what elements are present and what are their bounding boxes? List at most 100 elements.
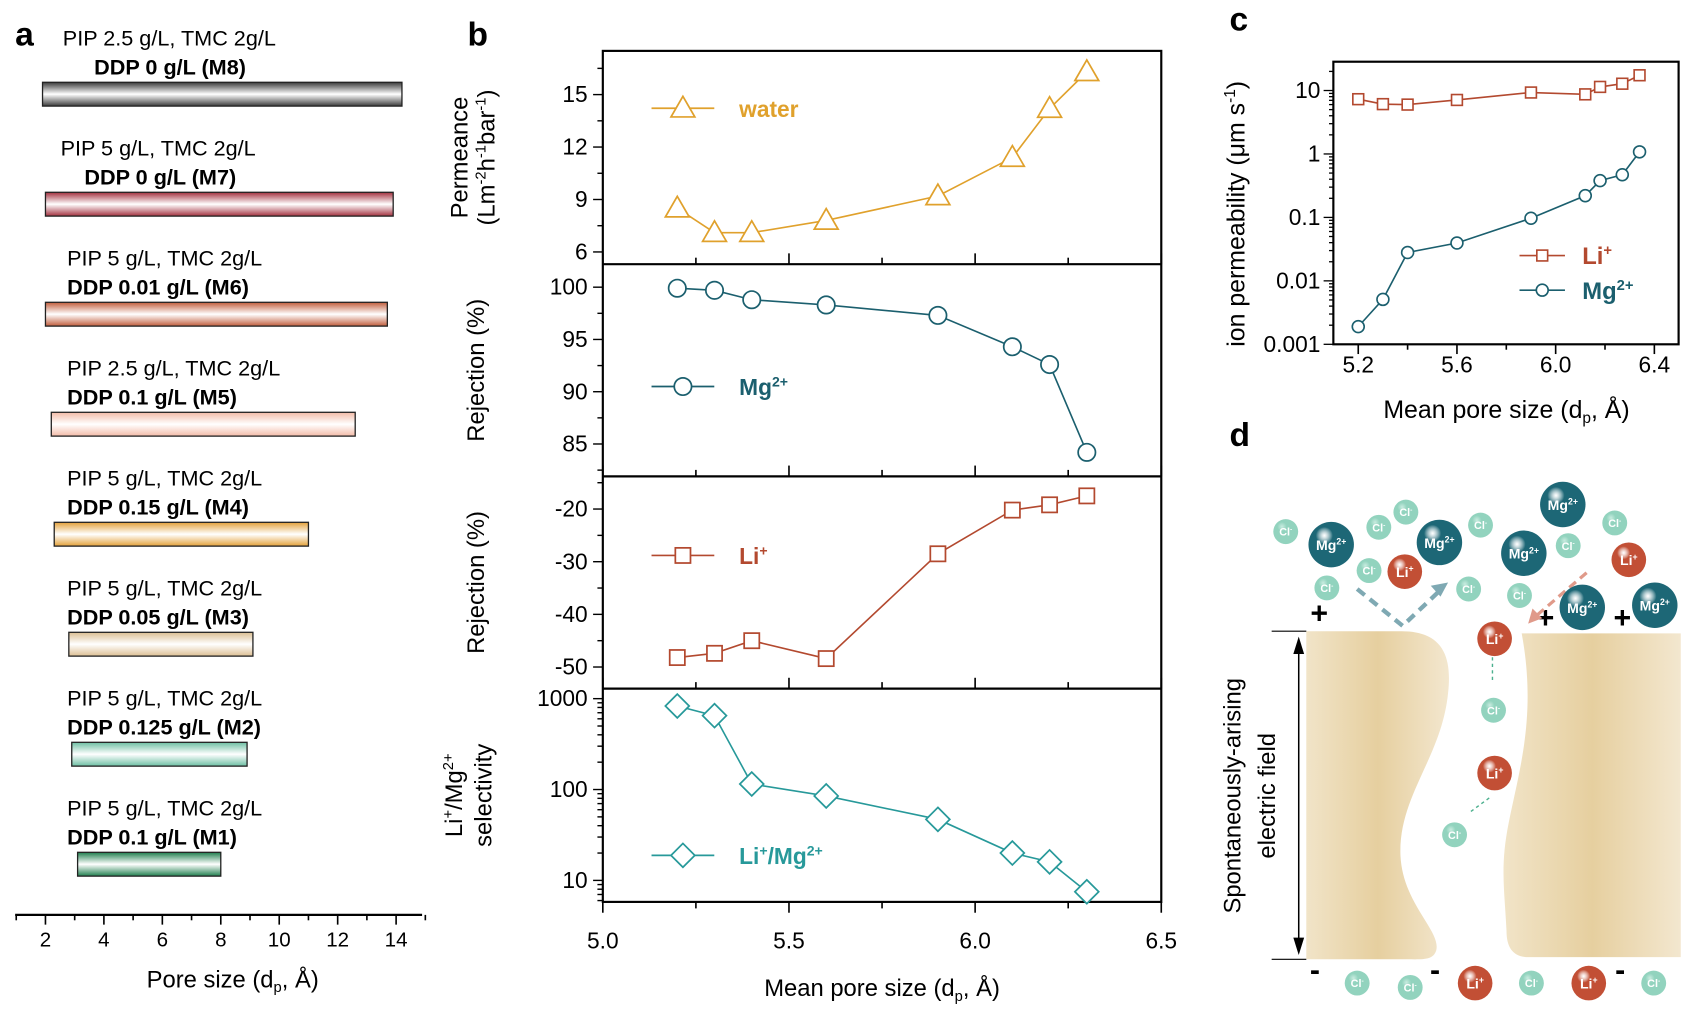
cl-ion-sphere <box>1393 499 1419 525</box>
cl-ion-label: Cl- <box>1372 522 1385 534</box>
data-point <box>704 280 725 300</box>
li-entry-dashed-arrow <box>1533 571 1588 619</box>
y-tick-label: 95 <box>562 326 587 352</box>
legend-label: Li+ <box>739 542 767 569</box>
data-point <box>1041 496 1059 514</box>
y-tick-label: 1000 <box>537 685 588 711</box>
cl-ion-sphere <box>1641 970 1667 996</box>
x-tick-label: 6.4 <box>1639 351 1671 377</box>
li-ion-label: Li+ <box>1620 552 1638 568</box>
mg-ion-label: Mg2+ <box>1424 534 1454 550</box>
mg-ion-label: Mg2+ <box>1509 545 1539 561</box>
cl-ion-sphere <box>1481 697 1506 723</box>
membrane-condition-label: PIP 5 g/L, TMC 2g/L <box>67 685 262 710</box>
membrane-ddp-label: DDP 0.01 g/L (M6) <box>67 275 249 300</box>
y-tick-label: 10 <box>562 867 587 893</box>
y-tick-label: -30 <box>555 548 588 574</box>
y-tick-label: 90 <box>562 378 587 404</box>
x-tick-label: 4 <box>98 928 109 951</box>
y-tick-label: 85 <box>562 431 587 457</box>
y-axis-title: ion permeability (μm s-1) <box>1222 81 1250 347</box>
data-point <box>1036 848 1063 875</box>
membrane-condition-label: PIP 2.5 g/L, TMC 2g/L <box>67 355 280 380</box>
cl-ion-label: Cl- <box>1404 982 1417 994</box>
x-tick-label: 5.5 <box>773 927 805 953</box>
y-tick-label: 12 <box>562 134 587 160</box>
membrane-condition-label: PIP 2.5 g/L, TMC 2g/L <box>63 25 276 50</box>
data-point <box>1002 337 1022 357</box>
panel-label-c: c <box>1229 1 1248 38</box>
cl-ion-label: Cl- <box>1351 978 1364 990</box>
mg-ion-label: Mg2+ <box>1548 497 1578 513</box>
data-point <box>1632 145 1647 159</box>
li-ion-sphere <box>1387 554 1423 589</box>
pore-size-range-bar-M2 <box>71 741 248 767</box>
cl-ion: Cl- <box>1555 533 1581 559</box>
cl-ion-label: Cl- <box>1608 518 1621 530</box>
data-point <box>1376 97 1390 111</box>
y-tick-label: 15 <box>562 81 587 107</box>
arrow-head-down <box>1293 937 1305 955</box>
data-point <box>813 782 840 810</box>
y-axis-title: Li+/Mg2+ <box>441 753 468 837</box>
membrane-condition-label: PIP 5 g/L, TMC 2g/L <box>67 575 262 600</box>
cl-ion: Cl- <box>1397 974 1423 1000</box>
cl-ion-sphere <box>1273 519 1299 545</box>
data-point <box>1401 98 1414 111</box>
series-line <box>677 495 1088 660</box>
cl-ion-label: Cl- <box>1487 705 1500 717</box>
li-ion-label: Li+ <box>1396 564 1414 580</box>
panel-label-a: a <box>15 16 34 53</box>
x-tick-label: 6.0 <box>1540 351 1572 377</box>
legend-label: Mg2+ <box>739 374 788 401</box>
y-axis-title-units: selectivity <box>470 744 497 847</box>
membrane-ddp-label: DDP 0.15 g/L (M4) <box>67 495 249 520</box>
li-ion-sphere <box>1477 755 1512 791</box>
membrane-ddp-label: DDP 0.05 g/L (M3) <box>67 605 249 630</box>
legend-label: Li+/Mg2+ <box>739 842 823 869</box>
data-point <box>1450 236 1464 250</box>
cl-ion-sphere <box>1468 512 1493 538</box>
series-line <box>677 287 1088 453</box>
cl-ion-label: Cl- <box>1399 507 1412 519</box>
data-point <box>1616 77 1629 90</box>
cl-ion: Cl- <box>1356 558 1382 584</box>
mg-ion: Mg2+ <box>1559 584 1606 631</box>
data-point <box>1351 319 1366 334</box>
cl-ion: Cl- <box>1602 510 1628 536</box>
y-tick-label: 1 <box>1308 141 1321 167</box>
li-ion: Li+ <box>1571 965 1607 1001</box>
panel-c-ion-permeability-plot: 5.2 5.6 6.0 6.4 0.001 0.01 0.1 1 10 ion permeabil… <box>1222 60 1680 427</box>
li-ion: Li+ <box>1477 755 1512 791</box>
legend-marker <box>669 94 697 118</box>
data-point <box>1077 442 1097 462</box>
y-tick-label: -40 <box>555 601 588 627</box>
cl-ion: Cl- <box>1481 697 1506 723</box>
data-point <box>1352 92 1365 106</box>
x-tick-label: 5.0 <box>587 927 619 953</box>
li-ion: Li+ <box>1477 621 1512 657</box>
membrane-ddp-label: DDP 0.1 g/L (M5) <box>67 385 237 410</box>
pore-size-range-bar-M8 <box>41 81 403 107</box>
x-tick-label: 14 <box>385 928 408 951</box>
arrow-head <box>1430 582 1449 597</box>
cl-ion-sphere <box>1442 822 1468 848</box>
x-tick-label: 6 <box>157 928 168 951</box>
negative-charge-sign: - <box>1615 954 1625 987</box>
cl-ion-sphere <box>1366 514 1392 540</box>
membrane-ddp-label: DDP 0 g/L (M7) <box>84 165 236 190</box>
rejected-mg-dashed-arrow <box>1355 586 1445 629</box>
y-tick-label: 100 <box>550 274 588 300</box>
y-axis-title: Permeance <box>447 97 474 219</box>
panel-label-d: d <box>1229 417 1249 454</box>
data-point <box>1579 88 1592 101</box>
cl-ion-label: Cl- <box>1513 590 1526 602</box>
cl-ion: Cl- <box>1518 970 1544 996</box>
electric-field-label: electric field <box>1254 733 1281 859</box>
panel-d-mechanism-illustration: Spontaneously-arising electric field+ + +- -… <box>1219 481 1681 1001</box>
x-tick-label: 6.0 <box>959 927 991 953</box>
data-point <box>924 182 952 206</box>
li-ion: Li+ <box>1611 542 1647 578</box>
arrow-head-up <box>1293 636 1305 654</box>
